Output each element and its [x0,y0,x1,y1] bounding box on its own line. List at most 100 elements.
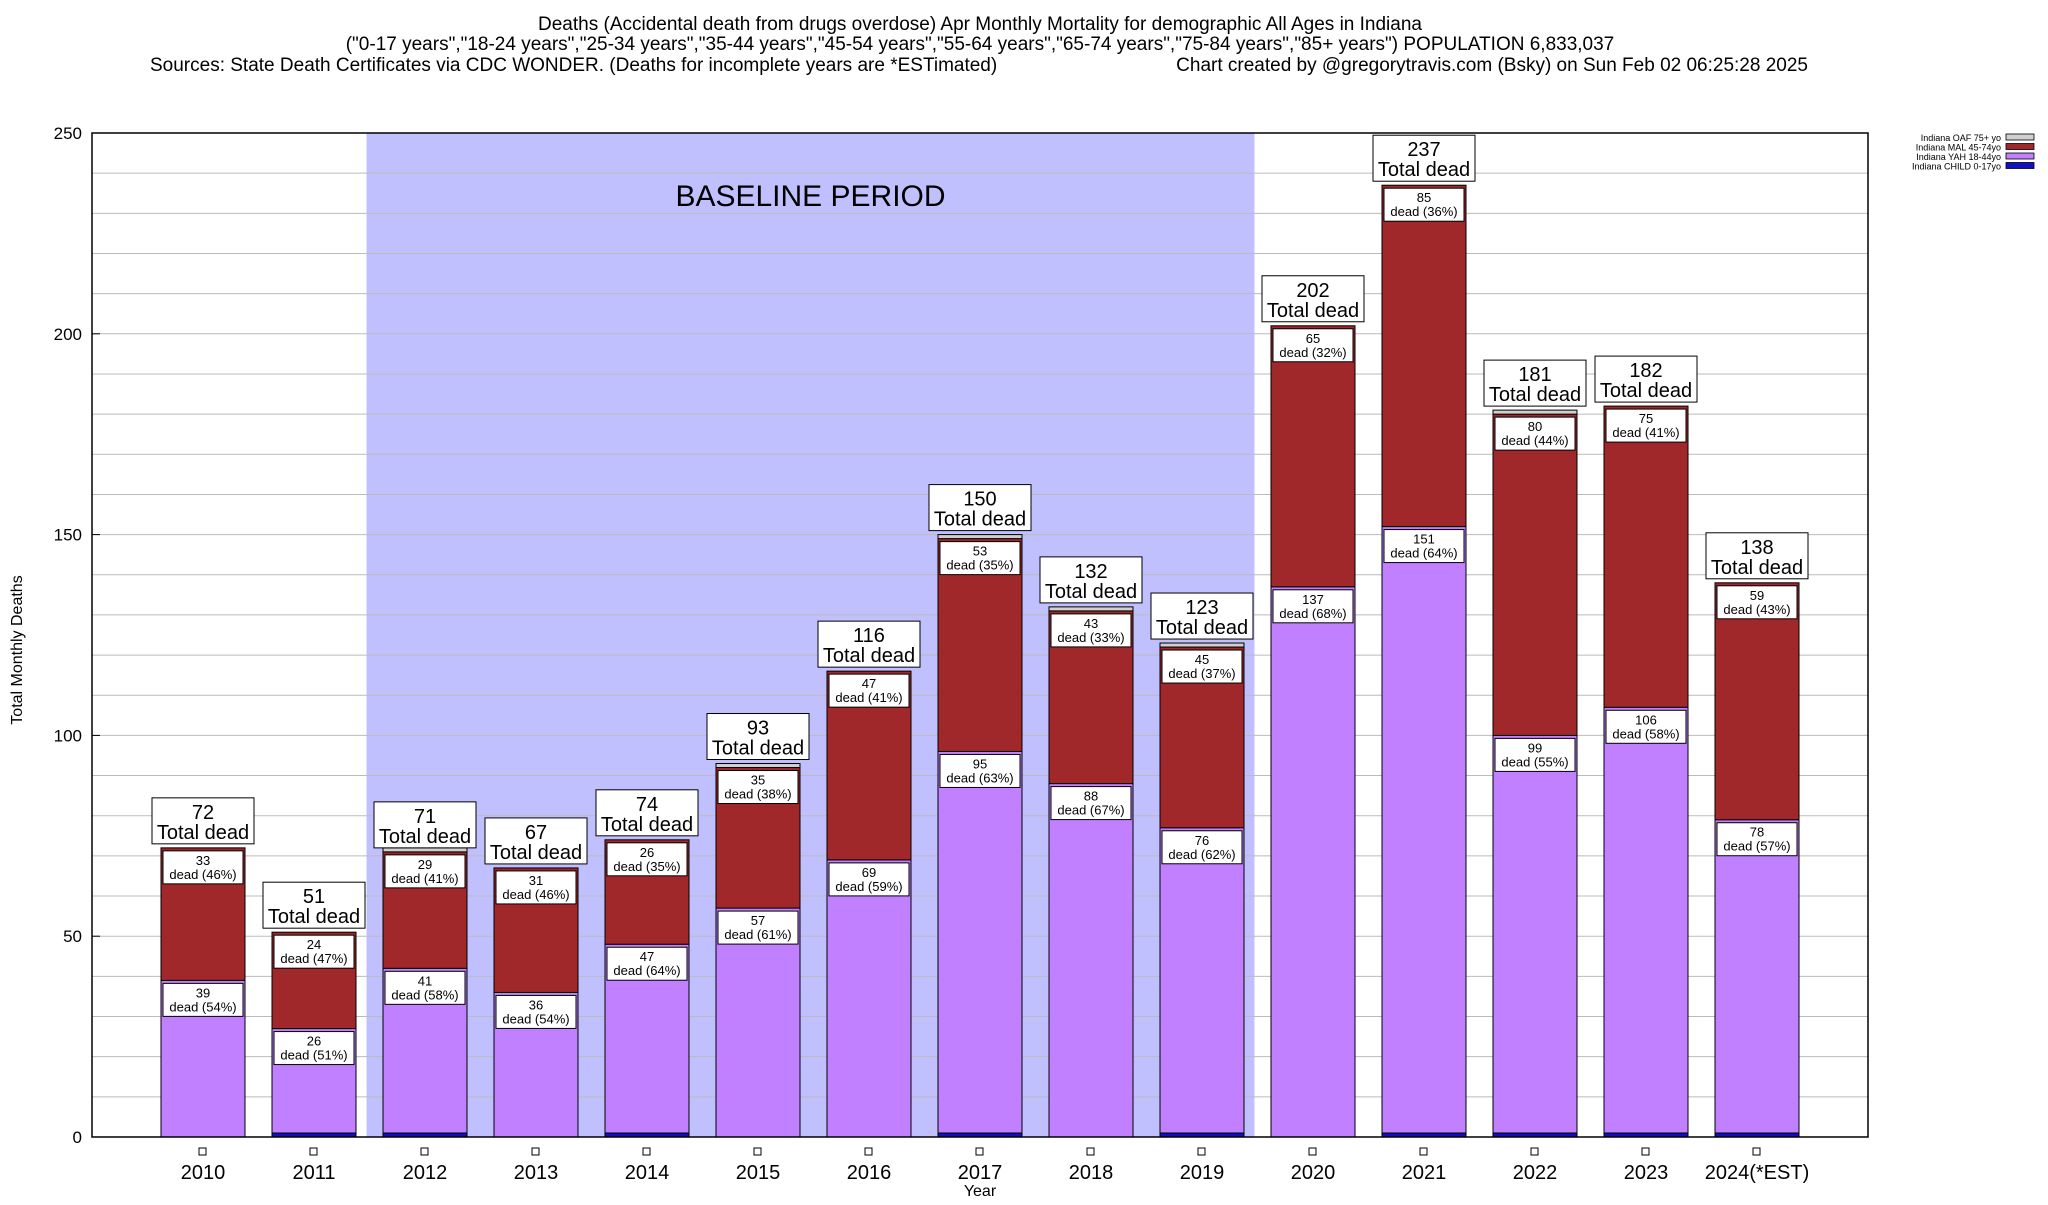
bar-segment [937,750,1023,1134]
legend-swatch [2005,152,2035,160]
segment-label-box [1494,416,1576,451]
legend-label: Indiana CHILD 0-17yo [1912,162,2001,172]
segment-percent-label: dead (59%) [835,879,902,894]
total-value-label: 202 [1296,280,1329,302]
segment-value-label: 151 [1413,532,1435,547]
segment-value-label: 41 [418,973,432,988]
segment-percent-label: dead (55%) [1501,754,1568,769]
total-label-box [373,801,477,849]
segment-percent-label: dead (54%) [169,999,236,1014]
y-tick-label: 0 [73,1128,82,1147]
segment-label-box [1716,585,1798,620]
segment-percent-label: dead (62%) [1168,847,1235,862]
total-label-box [1372,134,1476,182]
bar-segment [1270,325,1356,588]
bar-segment [1492,413,1578,736]
segment-value-label: 36 [529,997,543,1012]
total-value-label: 51 [303,886,325,908]
segment-label-box [1050,613,1132,648]
segment-label-box [495,870,577,905]
x-tick-marker [1752,1147,1761,1156]
total-value-label: 138 [1740,537,1773,559]
total-value-label: 132 [1074,561,1107,583]
segment-label-box [273,1031,355,1066]
total-caption-label: Total dead [490,842,582,864]
bar-segment [826,859,912,1138]
segment-label-box [828,862,910,897]
x-tick-label: 2010 [181,1162,226,1184]
segment-value-label: 80 [1528,419,1542,434]
segment-percent-label: dead (61%) [724,927,791,942]
segment-percent-label: dead (51%) [280,1048,347,1063]
total-value-label: 181 [1518,364,1551,386]
x-tick-label: 2012 [403,1162,448,1184]
segment-percent-label: dead (46%) [169,867,236,882]
segment-value-label: 78 [1750,825,1764,840]
total-label-box [1705,532,1809,580]
segment-value-label: 26 [640,845,654,860]
segment-value-label: 26 [307,1034,321,1049]
bar-segment [1492,734,1578,1134]
y-tick-label: 200 [54,325,82,344]
segment-percent-label: dead (68%) [1279,606,1346,621]
bar-segment [715,763,801,769]
legend-label: Indiana YAH 18-44yo [1916,152,2001,162]
total-caption-label: Total dead [1711,557,1803,579]
x-tick-marker [309,1147,318,1156]
x-tick-marker [1086,1147,1095,1156]
total-label-box [262,881,366,929]
chart-title-line-1: Deaths (Accidental death from drugs over… [538,14,1422,35]
total-label-box [1261,275,1365,323]
segment-percent-label: dead (47%) [280,951,347,966]
bar-segment [1048,783,1134,1138]
legend-swatch [2005,133,2035,141]
segment-percent-label: dead (46%) [502,887,569,902]
x-tick-label: 2014 [625,1162,670,1184]
total-caption-label: Total dead [1600,380,1692,402]
segment-percent-label: dead (64%) [613,963,680,978]
segment-label-box [273,934,355,969]
bar-segment [1714,819,1800,1134]
segment-label-box [162,982,244,1017]
bar-segment [1603,405,1689,708]
segment-label-box [606,842,688,877]
total-label-box [484,817,588,865]
segment-percent-label: dead (41%) [391,871,458,886]
segment-value-label: 59 [1750,588,1764,603]
x-tick-marker [1419,1147,1428,1156]
y-tick-label: 50 [63,927,82,946]
x-tick-label: 2019 [1180,1162,1225,1184]
bar-segment [1159,642,1245,648]
y-tick-label: 150 [54,526,82,545]
legend-label: Indiana MAL 45-74yo [1916,143,2001,153]
chart-source-line: Sources: State Death Certificates via CD… [150,55,997,76]
segment-value-label: 31 [529,873,543,888]
segment-value-label: 47 [640,949,654,964]
x-tick-marker [753,1147,762,1156]
segment-label-box [1161,649,1243,684]
x-tick-label: 2013 [514,1162,559,1184]
total-value-label: 74 [636,794,658,816]
x-tick-label: 2015 [736,1162,781,1184]
bar-segment [1159,827,1245,1134]
total-value-label: 237 [1407,139,1440,161]
x-tick-marker [1308,1147,1317,1156]
segment-value-label: 45 [1195,652,1209,667]
total-caption-label: Total dead [1156,617,1248,639]
total-caption-label: Total dead [157,822,249,844]
plot-frame [91,132,1869,1138]
x-tick-label: 2024(*EST) [1705,1162,1810,1184]
bar-segment [382,847,468,853]
bar-segment [1381,184,1467,528]
segment-percent-label: dead (67%) [1057,803,1124,818]
segment-percent-label: dead (35%) [946,558,1013,573]
segment-percent-label: dead (58%) [391,987,458,1002]
chart-title-line-2: ("0-17 years","18-24 years","25-34 years… [346,34,1615,55]
segment-label-box [939,541,1021,576]
segment-percent-label: dead (38%) [724,787,791,802]
baseline-period-label: BASELINE PERIOD [675,180,945,213]
x-tick-marker [975,1147,984,1156]
x-tick-marker [864,1147,873,1156]
segment-label-box [384,854,466,889]
